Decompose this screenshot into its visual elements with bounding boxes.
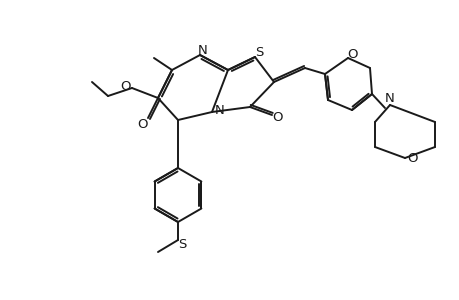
Text: O: O — [407, 152, 417, 164]
Text: O: O — [120, 80, 131, 92]
Text: O: O — [137, 118, 148, 130]
Text: N: N — [198, 44, 207, 56]
Text: N: N — [384, 92, 394, 104]
Text: O: O — [347, 47, 358, 61]
Text: N: N — [215, 103, 224, 116]
Text: S: S — [254, 46, 263, 59]
Text: S: S — [178, 238, 186, 250]
Text: O: O — [272, 110, 283, 124]
